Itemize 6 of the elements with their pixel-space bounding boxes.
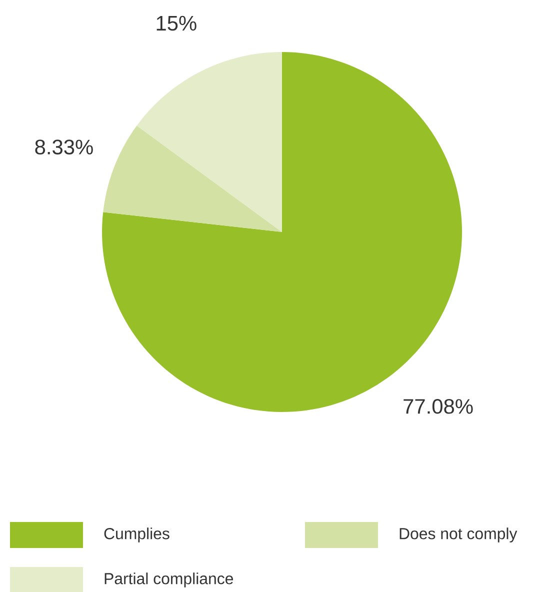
data-label: 77.08% [404,398,473,414]
data-label: 8.33% [35,140,93,154]
legend-label: Partial compliance [104,572,234,588]
data-label: 15% [156,16,196,31]
legend-label: Does not comply [400,528,518,542]
legend-label: Cumplies [104,528,170,542]
